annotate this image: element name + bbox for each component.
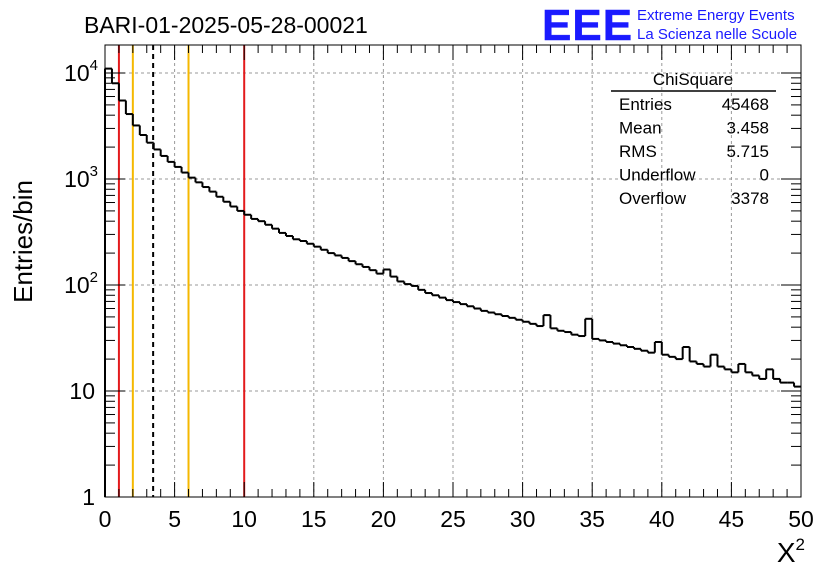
y-tick-label-exp: 4 (90, 57, 98, 74)
x-axis-title-base: X (777, 537, 796, 568)
y-tick-label-base: 10 (64, 60, 90, 86)
y-tick-label: 103 (64, 163, 98, 192)
stats-row-value: 5.715 (726, 142, 769, 161)
y-tick-label: 10 (69, 378, 95, 404)
x-tick-labels: 0 5 10 15 20 25 30 35 40 45 50 (99, 506, 814, 532)
stats-row-label: Underflow (619, 166, 696, 185)
histogram-layer (104, 67, 801, 497)
stats-row-label: Entries (619, 95, 672, 114)
x-tick-label: 0 (99, 506, 112, 532)
y-tick-label-exp: 3 (90, 163, 98, 180)
stats-row-label: Mean (619, 119, 662, 138)
stats-row-value: 45468 (722, 95, 769, 114)
stats-row-value: 3.458 (726, 119, 769, 138)
stats-title: ChiSquare (653, 70, 733, 89)
y-tick-label: 104 (64, 57, 98, 86)
eee-logo: EEE (542, 1, 633, 50)
y-tick-label-base: 10 (64, 166, 90, 192)
logo-subtitle-line1: Extreme Energy Events (637, 7, 795, 24)
x-tick-label: 15 (301, 506, 327, 532)
y-tick-label: 1 (82, 484, 95, 510)
stats-box: ChiSquare Entries 45468 Mean 3.458 RMS 5.715 U… (611, 70, 776, 208)
x-tick-label: 35 (579, 506, 605, 532)
x-axis-title: X2 (777, 535, 805, 568)
y-tick-label-base: 10 (64, 272, 90, 298)
x-tick-label: 25 (440, 506, 466, 532)
x-tick-label: 5 (168, 506, 181, 532)
tick-marks (104, 45, 802, 498)
y-tick-label-exp: 2 (90, 269, 98, 286)
logo-subtitle-line2: La Scienza nelle Scuole (637, 26, 797, 43)
stats-rows: Entries 45468 Mean 3.458 RMS 5.715 Underflow 0 O… (619, 95, 769, 208)
reference-lines (117, 45, 246, 497)
stats-row-label: RMS (619, 142, 657, 161)
x-tick-label: 30 (510, 506, 536, 532)
y-tick-label: 102 (64, 269, 98, 298)
grid-layer (105, 45, 801, 497)
x-tick-label: 45 (719, 506, 745, 532)
stats-row-value: 3378 (731, 189, 769, 208)
x-tick-label: 50 (788, 506, 814, 532)
x-tick-label: 20 (371, 506, 397, 532)
stats-row-value: 0 (760, 166, 769, 185)
run-title: BARI-01-2025-05-28-00021 (84, 12, 368, 38)
x-tick-label: 10 (231, 506, 257, 532)
x-axis-title-exp: 2 (796, 535, 805, 554)
x-tick-label: 40 (649, 506, 675, 532)
stats-row-label: Overflow (619, 189, 687, 208)
y-axis-title: Entries/bin (8, 180, 38, 303)
